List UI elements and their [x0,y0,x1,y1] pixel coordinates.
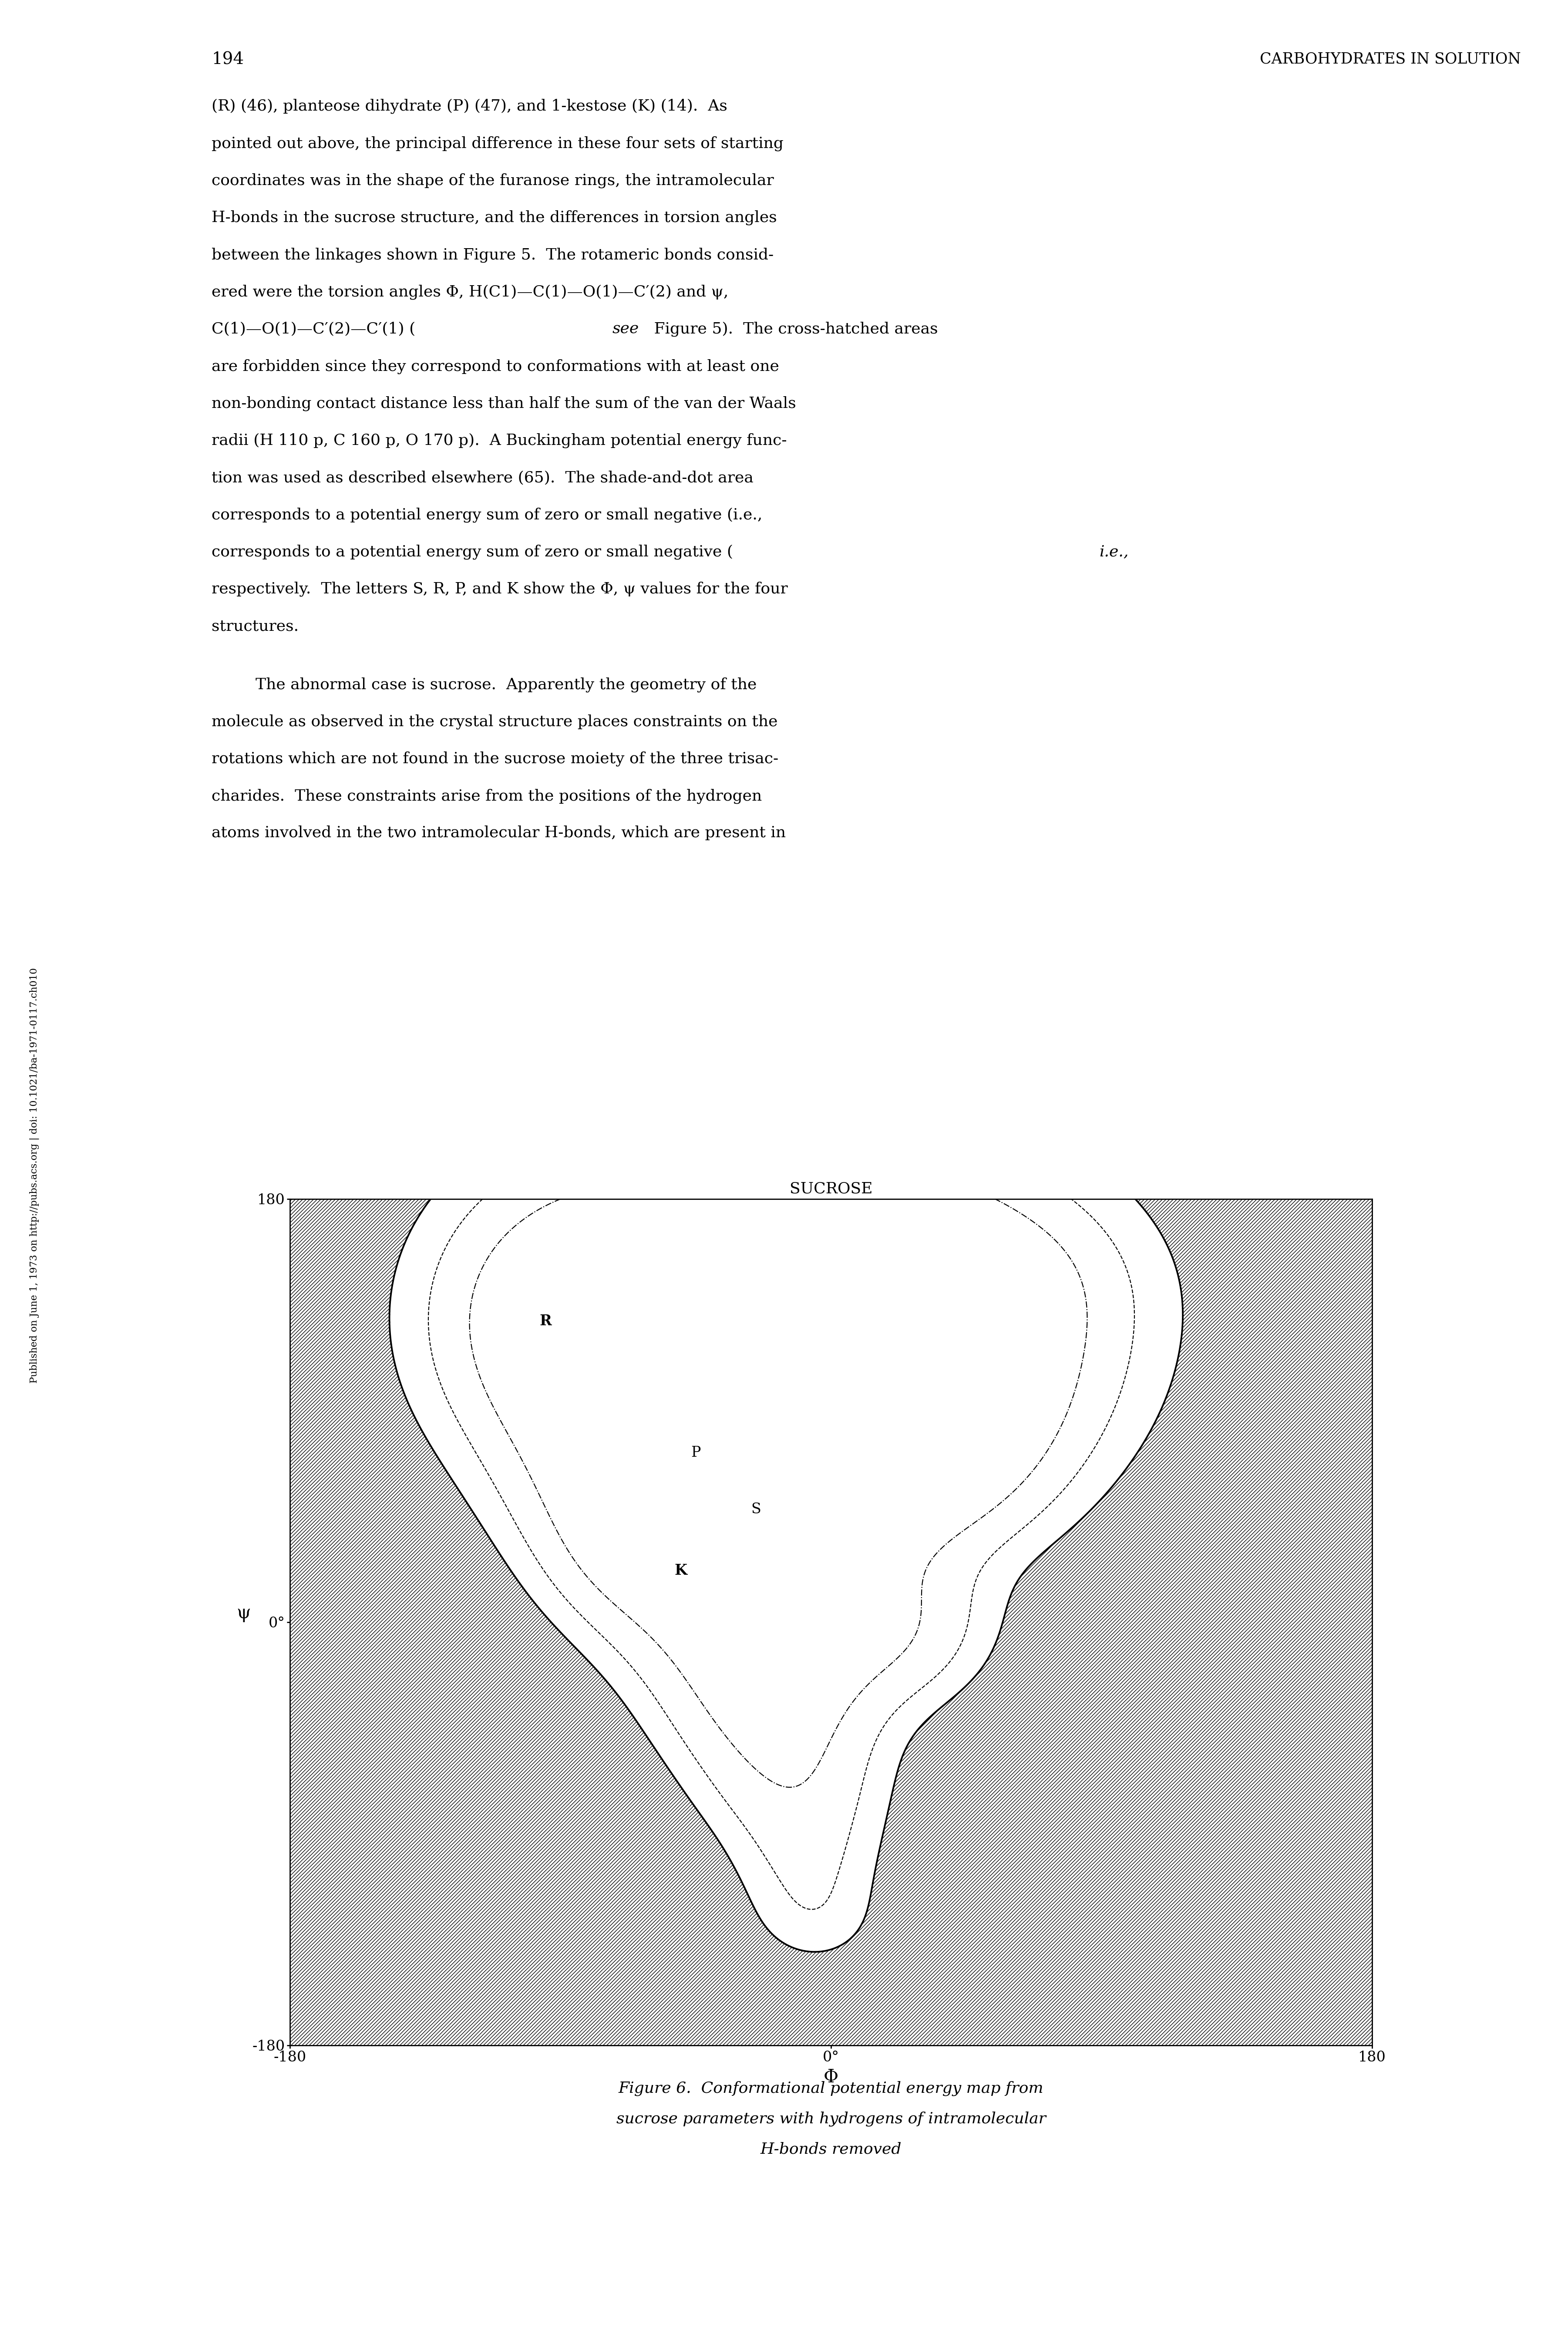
Text: Figure 5).  The cross-hatched areas: Figure 5). The cross-hatched areas [649,322,938,336]
Text: between the linkages shown in Figure 5.  The rotameric bonds consid-: between the linkages shown in Figure 5. … [212,247,773,263]
Text: structures.: structures. [212,618,299,632]
Text: (R) (46), planteose dihydrate (P) (47), and 1-kestose (K) (14).  As: (R) (46), planteose dihydrate (P) (47), … [212,99,728,113]
Text: Published on June 1, 1973 on http://pubs.acs.org | doi: 10.1021/ba-1971-0117.ch0: Published on June 1, 1973 on http://pubs… [30,969,39,1382]
Text: molecule as observed in the crystal structure places constraints on the: molecule as observed in the crystal stru… [212,715,778,729]
Text: radii (H 110 p, C 160 p, O 170 p).  A Buckingham potential energy func-: radii (H 110 p, C 160 p, O 170 p). A Buc… [212,433,787,449]
Text: rotations which are not found in the sucrose moiety of the three trisac-: rotations which are not found in the suc… [212,752,779,766]
Text: see: see [612,322,640,336]
Title: SUCROSE: SUCROSE [790,1180,872,1197]
Text: The abnormal case is sucrose.  Apparently the geometry of the: The abnormal case is sucrose. Apparently… [256,677,757,691]
Text: coordinates was in the shape of the furanose rings, the intramolecular: coordinates was in the shape of the fura… [212,174,775,188]
Text: S: S [751,1502,760,1516]
Text: 194: 194 [212,52,245,68]
Text: tion was used as described elsewhere (65).  The shade-and-dot area: tion was used as described elsewhere (65… [212,470,754,484]
Text: corresponds to a potential energy sum of zero or small negative (: corresponds to a potential energy sum of… [212,545,734,560]
Text: K: K [674,1563,687,1578]
Text: Figure 6.  Conformational potential energy map from: Figure 6. Conformational potential energ… [618,2081,1044,2095]
Text: R: R [539,1314,552,1328]
X-axis label: Φ: Φ [823,2069,839,2085]
Text: CARBOHYDRATES IN SOLUTION: CARBOHYDRATES IN SOLUTION [1259,52,1521,66]
Text: pointed out above, the principal difference in these four sets of starting: pointed out above, the principal differe… [212,136,784,150]
Text: sucrose parameters with hydrogens of intramolecular: sucrose parameters with hydrogens of int… [616,2111,1046,2125]
Text: H-bonds in the sucrose structure, and the differences in torsion angles: H-bonds in the sucrose structure, and th… [212,209,778,226]
Y-axis label: ψ: ψ [237,1603,251,1622]
Text: are forbidden since they correspond to conformations with at least one: are forbidden since they correspond to c… [212,360,779,374]
Text: P: P [691,1446,701,1460]
Text: i.e.,: i.e., [1099,545,1129,560]
Text: H-bonds removed: H-bonds removed [760,2142,902,2156]
Text: atoms involved in the two intramolecular H-bonds, which are present in: atoms involved in the two intramolecular… [212,825,786,839]
Text: respectively.  The letters S, R, P, and K show the Φ, ψ values for the four: respectively. The letters S, R, P, and K… [212,581,789,597]
Text: non-bonding contact distance less than half the sum of the van der Waals: non-bonding contact distance less than h… [212,395,797,411]
Text: ered were the torsion angles Φ, H(C1)—C(1)—O(1)—C′(2) and ψ,: ered were the torsion angles Φ, H(C1)—C(… [212,284,729,299]
Text: charides.  These constraints arise from the positions of the hydrogen: charides. These constraints arise from t… [212,788,762,804]
Text: C(1)—O(1)—C′(2)—C′(1) (: C(1)—O(1)—C′(2)—C′(1) ( [212,322,416,336]
Text: corresponds to a potential energy sum of zero or small negative (i.e.,: corresponds to a potential energy sum of… [212,508,762,522]
